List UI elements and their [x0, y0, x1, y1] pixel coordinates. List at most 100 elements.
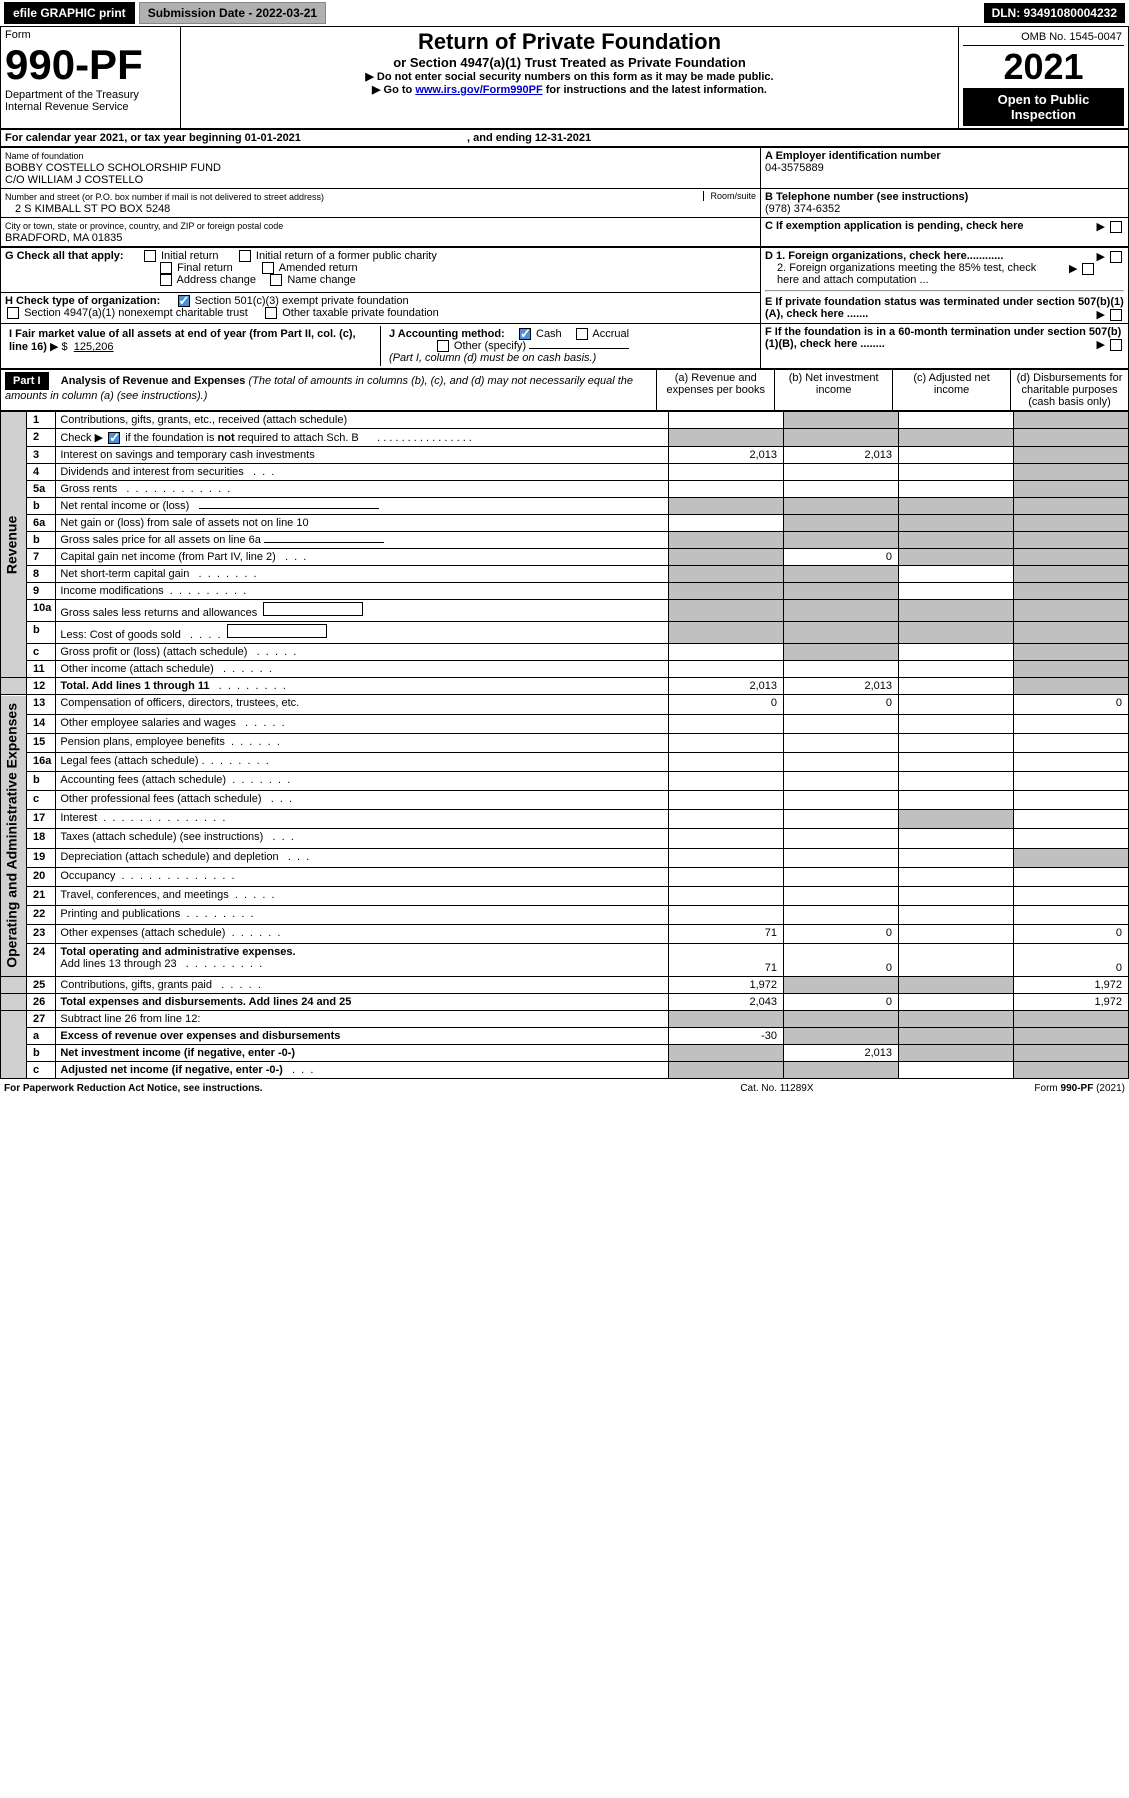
line-num: 8 — [27, 566, 56, 583]
line-num: 14 — [27, 714, 56, 733]
line-num: b — [27, 532, 56, 549]
line-num: 21 — [27, 886, 56, 905]
line-27c-desc: Adjusted net income (if negative, enter … — [56, 1062, 669, 1079]
line-num: 24 — [27, 944, 56, 977]
line-24-b: 0 — [784, 944, 899, 977]
phone-label: B Telephone number (see instructions) — [765, 191, 968, 203]
tax-year: 2021 — [963, 46, 1124, 88]
irs-link[interactable]: www.irs.gov/Form990PF — [415, 84, 542, 96]
col-d-header: (d) Disbursements for charitable purpose… — [1011, 370, 1129, 411]
line-27b-desc: Net investment income (if negative, ente… — [56, 1045, 669, 1062]
line-num: 22 — [27, 906, 56, 925]
line-10a-desc: Gross sales less returns and allowances — [56, 600, 669, 622]
line-17-desc: Interest . . . . . . . . . . . . . . — [56, 810, 669, 829]
line-3-desc: Interest on savings and temporary cash i… — [56, 447, 669, 464]
line-13-d: 0 — [1014, 695, 1129, 714]
line-num: 11 — [27, 661, 56, 678]
line-num: 3 — [27, 447, 56, 464]
i-label: I Fair market value of all assets at end… — [9, 328, 356, 353]
line-22-desc: Printing and publications . . . . . . . … — [56, 906, 669, 925]
line-24-d: 0 — [1014, 944, 1129, 977]
instruct-2: ▶ Go to www.irs.gov/Form990PF for instru… — [185, 83, 954, 96]
initial-return-checkbox[interactable] — [144, 250, 156, 262]
dln-label: DLN: 93491080004232 — [984, 3, 1125, 23]
line-27-desc: Subtract line 26 from line 12: — [56, 1011, 669, 1028]
final-return-checkbox[interactable] — [160, 262, 172, 274]
line-26-d: 1,972 — [1014, 994, 1129, 1011]
d2-checkbox[interactable] — [1082, 263, 1094, 275]
c-label: C If exemption application is pending, c… — [765, 220, 1024, 232]
line-23-a: 71 — [669, 925, 784, 944]
h-501c3-label: Section 501(c)(3) exempt private foundat… — [195, 295, 409, 307]
footer: For Paperwork Reduction Act Notice, see … — [0, 1079, 1129, 1098]
line-num: 5a — [27, 481, 56, 498]
line-23-desc: Other expenses (attach schedule) . . . .… — [56, 925, 669, 944]
line-num: 9 — [27, 583, 56, 600]
addr-value: 2 S KIMBALL ST PO BOX 5248 — [5, 203, 170, 215]
submission-date-button[interactable]: Submission Date - 2022-03-21 — [139, 2, 326, 24]
line-num: 20 — [27, 867, 56, 886]
irs-label: Internal Revenue Service — [5, 101, 176, 113]
line-23-d: 0 — [1014, 925, 1129, 944]
line-13-a: 0 — [669, 695, 784, 714]
j-accrual-checkbox[interactable] — [576, 328, 588, 340]
h-other-label: Other taxable private foundation — [282, 307, 439, 319]
line-19-desc: Depreciation (attach schedule) and deple… — [56, 848, 669, 867]
line-2-checkbox[interactable] — [108, 432, 120, 444]
line-15-desc: Pension plans, employee benefits . . . .… — [56, 733, 669, 752]
h-4947-label: Section 4947(a)(1) nonexempt charitable … — [24, 307, 248, 319]
j-other-checkbox[interactable] — [437, 340, 449, 352]
e-checkbox[interactable] — [1110, 309, 1122, 321]
line-9-desc: Income modifications . . . . . . . . . — [56, 583, 669, 600]
line-18-desc: Taxes (attach schedule) (see instruction… — [56, 829, 669, 848]
line-num: c — [27, 791, 56, 810]
c-checkbox[interactable] — [1110, 221, 1122, 233]
ein-value: 04-3575889 — [765, 162, 824, 174]
line-27b-b: 2,013 — [784, 1045, 899, 1062]
f-checkbox[interactable] — [1110, 339, 1122, 351]
d1-label: D 1. Foreign organizations, check here..… — [765, 250, 1003, 262]
initial-former-checkbox[interactable] — [239, 250, 251, 262]
footer-right: Form 990-PF (2021) — [880, 1079, 1129, 1098]
line-num: 17 — [27, 810, 56, 829]
amended-checkbox[interactable] — [262, 262, 274, 274]
g-label: G Check all that apply: — [5, 250, 124, 262]
line-13-desc: Compensation of officers, directors, tru… — [56, 695, 669, 714]
initial-return-label: Initial return — [161, 250, 218, 262]
phone-value: (978) 374-6352 — [765, 203, 840, 215]
h-label: H Check type of organization: — [5, 295, 160, 307]
form-subtitle: or Section 4947(a)(1) Trust Treated as P… — [185, 55, 954, 70]
addr-label: Number and street (or P.O. box number if… — [5, 192, 324, 202]
j-other-label: Other (specify) — [454, 340, 526, 352]
h-4947-checkbox[interactable] — [7, 307, 19, 319]
line-num: 27 — [27, 1011, 56, 1028]
line-8-desc: Net short-term capital gain . . . . . . … — [56, 566, 669, 583]
line-2-desc: Check ▶ if the foundation is not require… — [56, 429, 669, 447]
line-6a-desc: Net gain or (loss) from sale of assets n… — [56, 515, 669, 532]
form-number: 990-PF — [5, 41, 176, 89]
line-21-desc: Travel, conferences, and meetings . . . … — [56, 886, 669, 905]
line-num: c — [27, 1062, 56, 1079]
ein-label: A Employer identification number — [765, 150, 941, 162]
footer-left: For Paperwork Reduction Act Notice, see … — [4, 1083, 263, 1094]
line-20-desc: Occupancy . . . . . . . . . . . . . — [56, 867, 669, 886]
d1-checkbox[interactable] — [1110, 251, 1122, 263]
calendar-text: For calendar year 2021, or tax year begi… — [5, 132, 301, 144]
line-27a-desc: Excess of revenue over expenses and disb… — [56, 1028, 669, 1045]
addr-change-checkbox[interactable] — [160, 274, 172, 286]
amended-label: Amended return — [279, 262, 358, 274]
h-other-checkbox[interactable] — [265, 307, 277, 319]
line-num: 15 — [27, 733, 56, 752]
line-num: 13 — [27, 695, 56, 714]
i-value: 125,206 — [74, 341, 114, 353]
form-title: Return of Private Foundation — [185, 29, 954, 55]
j-label: J Accounting method: — [389, 328, 505, 340]
line-26-b: 0 — [784, 994, 899, 1011]
h-501c3-checkbox[interactable] — [178, 295, 190, 307]
efile-button[interactable]: efile GRAPHIC print — [4, 2, 135, 24]
line-num: a — [27, 1028, 56, 1045]
initial-former-label: Initial return of a former public charit… — [256, 250, 437, 262]
name-change-checkbox[interactable] — [270, 274, 282, 286]
j-cash-checkbox[interactable] — [519, 328, 531, 340]
line-10c-desc: Gross profit or (loss) (attach schedule)… — [56, 644, 669, 661]
